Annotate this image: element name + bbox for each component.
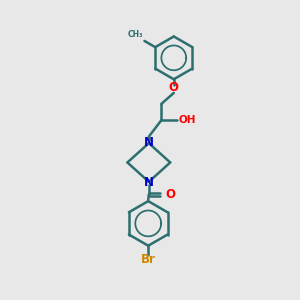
Text: O: O [169,81,179,94]
Text: Br: Br [141,254,156,266]
Text: N: N [144,176,154,189]
Text: N: N [144,136,154,149]
Text: OH: OH [178,115,196,125]
Text: CH₃: CH₃ [128,30,143,39]
Text: O: O [166,188,176,201]
